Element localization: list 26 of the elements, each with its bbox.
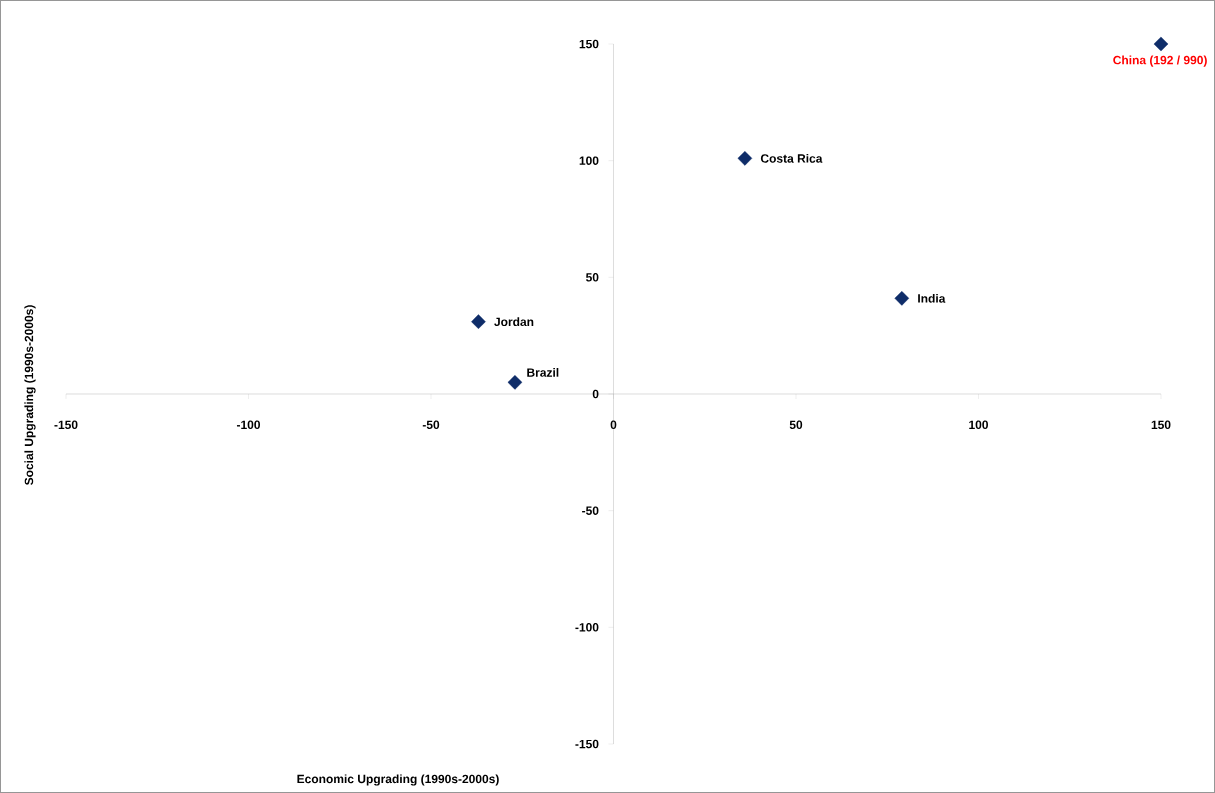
- x-tick-label: -150: [54, 420, 78, 430]
- x-tick-label: 150: [1151, 420, 1171, 430]
- point: [894, 291, 910, 306]
- point: [471, 314, 486, 329]
- point: [737, 151, 753, 166]
- x-tick-label: -100: [236, 420, 261, 430]
- x-tick-label: 50: [789, 420, 803, 430]
- x-tick-label: -50: [422, 420, 440, 430]
- y-axis-title: Social Upgrading (1990s-2000s): [24, 305, 36, 486]
- annotation: Jordan: [494, 317, 534, 327]
- y-tick-label: -50: [582, 506, 599, 515]
- annotation: China (192 / 990): [1113, 55, 1207, 67]
- y-tick-label: 0: [592, 389, 599, 399]
- y-tick-label: -150: [575, 739, 599, 749]
- x-tick-label: 100: [969, 420, 988, 430]
- point: [1153, 36, 1169, 52]
- y-tick-label: 100: [579, 156, 599, 165]
- annotation: India: [918, 293, 946, 303]
- annotation: Costa Rica: [760, 153, 823, 163]
- point: [507, 375, 523, 390]
- y-tick-label: 150: [579, 39, 599, 49]
- y-tick-label: -100: [575, 623, 599, 632]
- annotation: Brazil: [527, 367, 559, 377]
- x-tick-label: 0: [610, 420, 617, 430]
- y-tick-label: 50: [585, 273, 599, 282]
- x-axis-title: Economic Upgrading (1990s-2000s): [297, 774, 499, 786]
